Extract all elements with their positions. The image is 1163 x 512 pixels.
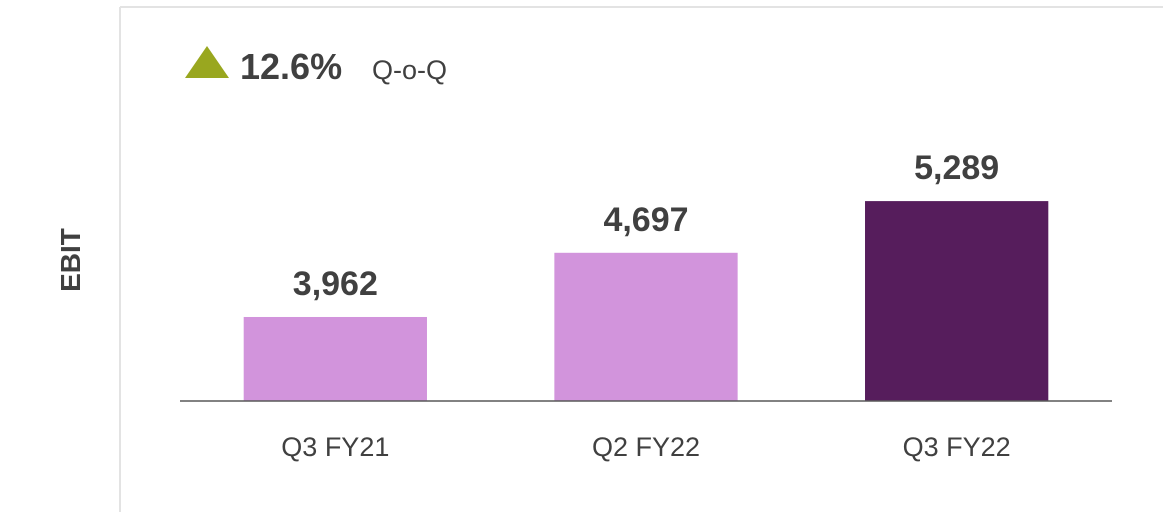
data-label: 3,962 <box>293 265 378 303</box>
bar <box>865 201 1049 401</box>
data-label: 5,289 <box>914 149 999 187</box>
x-tick-label: Q2 FY22 <box>592 432 700 462</box>
bar <box>554 252 738 401</box>
up-arrow <box>185 46 229 78</box>
annotation-value: 12.6% <box>240 46 342 87</box>
bar <box>243 316 427 401</box>
x-tick-label: Q3 FY22 <box>903 432 1011 462</box>
data-label: 4,697 <box>603 201 688 239</box>
y-axis-label: EBIT <box>55 228 86 292</box>
annotation-label: Q-o-Q <box>372 55 447 85</box>
x-tick-label: Q3 FY21 <box>281 432 389 462</box>
